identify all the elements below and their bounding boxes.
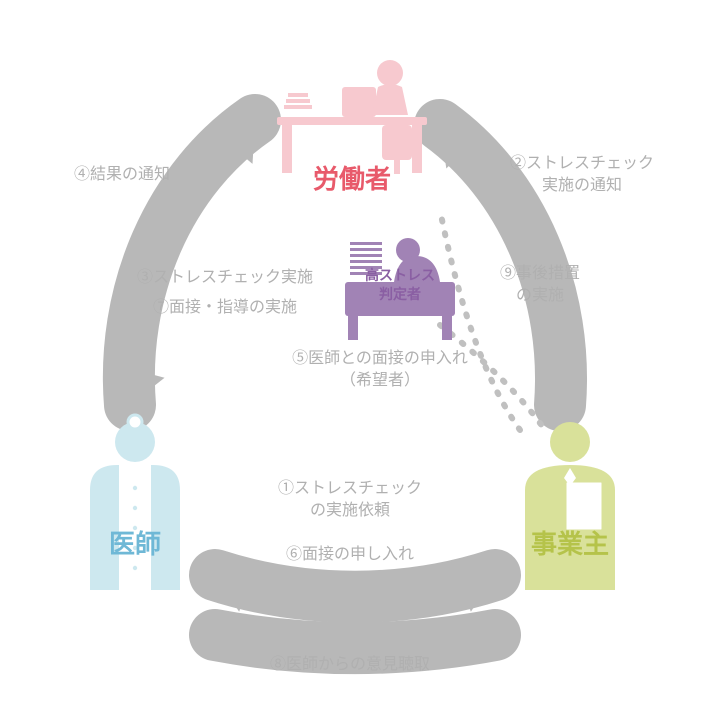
step6-label: ⑥面接の申し入れ: [286, 544, 414, 566]
step2-label: ②ストレスチェック 実施の通知: [510, 153, 654, 196]
step1-label: ①ストレスチェック の実施依頼: [278, 478, 422, 521]
step7-label: ⑦面接・指導の実施: [153, 297, 297, 319]
arrow-step8-underline: [215, 635, 495, 648]
step4-label: ④結果の通知: [74, 164, 170, 186]
highstress-label: 高ストレス 判定者: [365, 266, 435, 304]
step9-label: ⑨事後措置 の実施: [500, 263, 580, 306]
arrow-employer-doctor: [215, 575, 495, 597]
step5-label: ⑤医師との面接の申入れ （希望者）: [292, 348, 468, 391]
arrow-doctor-worker-upper: [129, 120, 255, 405]
doctor-icon: [90, 415, 180, 590]
employer-label: 事業主: [531, 527, 609, 562]
employer-icon: [525, 422, 615, 590]
worker-label: 労働者: [313, 162, 391, 197]
diagram-stage: 労働者医師 事業主 高ストレス 判定者 ①ストレスチェック の実施依頼 ②ストレスチェッ…: [0, 0, 705, 705]
worker-icon: [277, 60, 427, 174]
doctor-label: 医師: [109, 527, 161, 562]
step3-label: ③ストレスチェック実施: [137, 267, 313, 289]
step8-label: ⑧医師からの意見聴取: [270, 654, 430, 676]
